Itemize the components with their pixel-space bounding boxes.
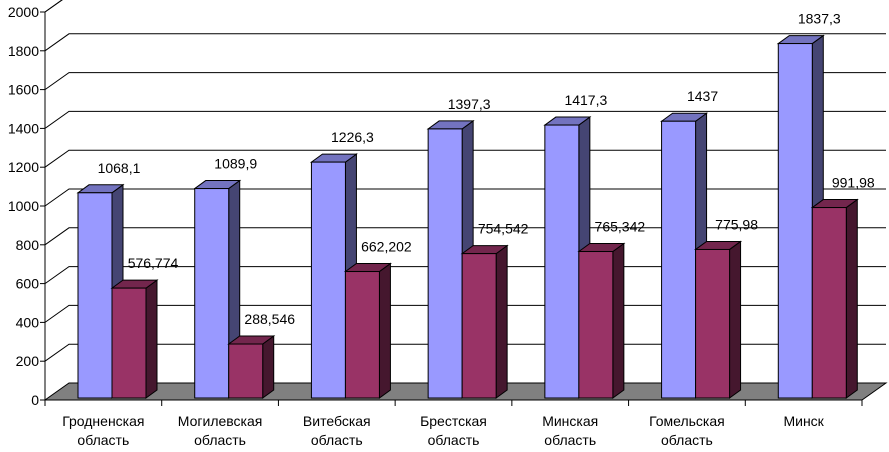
- bar-side: [145, 279, 158, 399]
- y-axis-ticks: 0 200 400 600 800 1000 1200 1400 1600 1800 2000: [8, 4, 45, 408]
- data-labels: 1068,1 576,774 1089,9 288,546 1226,3 662,202 1…: [98, 11, 875, 327]
- bar-side: [612, 242, 625, 399]
- y-tick-label: 200: [16, 353, 40, 369]
- data-label: 576,774: [128, 255, 179, 271]
- data-label: 1226,3: [331, 129, 374, 145]
- category-label: Витебская область: [303, 413, 371, 448]
- bar: [77, 192, 113, 399]
- data-label: 1397,3: [448, 96, 491, 112]
- bar: [228, 343, 264, 399]
- data-label: 1417,3: [564, 92, 607, 108]
- bar: [544, 124, 580, 399]
- category-label-line: область: [544, 432, 596, 448]
- y-tick-label: 1400: [8, 120, 39, 136]
- category-label: Гомельская область: [649, 413, 725, 448]
- data-label: 775,98: [715, 216, 758, 232]
- bar: [695, 248, 731, 399]
- category-label: Минская область: [542, 413, 598, 448]
- category-label-line: Гродненская: [62, 413, 144, 429]
- data-label: 754,542: [478, 221, 529, 237]
- gridline: [44, 0, 63, 13]
- category-label-line: область: [661, 432, 713, 448]
- data-label: 288,546: [244, 311, 295, 327]
- category-label-line: Брестская: [420, 413, 487, 429]
- category-label-line: Гомельская: [649, 413, 725, 429]
- category-label-line: Минск: [783, 413, 824, 429]
- bar: [111, 287, 147, 399]
- data-label: 1068,1: [98, 160, 141, 176]
- gridline: [44, 227, 886, 246]
- bar-side: [262, 335, 275, 399]
- bar: [461, 253, 497, 399]
- y-tick-label: 1800: [8, 43, 39, 59]
- y-tick-label: 1600: [8, 82, 39, 98]
- gridline: [44, 149, 886, 168]
- category-label-line: область: [428, 432, 480, 448]
- gridline: [44, 188, 886, 207]
- data-label: 662,202: [361, 239, 412, 255]
- bar: [578, 251, 614, 399]
- category-label-line: область: [194, 432, 246, 448]
- bar-side: [729, 240, 742, 399]
- bar-side: [495, 244, 508, 399]
- bar: [811, 207, 847, 399]
- bar-side: [845, 198, 858, 399]
- category-label: Минск: [783, 413, 824, 429]
- bar: [661, 120, 697, 399]
- bar: [310, 161, 346, 399]
- gridline: [44, 33, 886, 52]
- y-tick-label: 2000: [8, 4, 39, 20]
- y-tick-label: 1200: [8, 159, 39, 175]
- category-label-line: Могилевская: [178, 413, 263, 429]
- bar: [344, 271, 380, 399]
- data-label: 1089,9: [214, 156, 257, 172]
- y-tick-label: 600: [16, 276, 40, 292]
- gridline: [44, 110, 886, 129]
- bar: [427, 128, 463, 399]
- y-tick-label: 800: [16, 237, 40, 253]
- data-label: 1837,3: [798, 11, 841, 27]
- bars: [76, 34, 859, 399]
- category-label-line: Витебская: [303, 413, 371, 429]
- data-label: 991,98: [832, 175, 875, 191]
- data-label: 765,342: [595, 219, 646, 235]
- data-label: 1437: [687, 88, 718, 104]
- wall-top-edge: [44, 0, 63, 13]
- category-label: Гродненская область: [62, 413, 144, 448]
- y-tick-label: 400: [16, 314, 40, 330]
- gridline: [44, 72, 886, 91]
- category-label-line: Минская: [542, 413, 598, 429]
- gridlines: [44, 0, 886, 362]
- category-label-line: область: [311, 432, 363, 448]
- bar: [777, 43, 813, 399]
- category-label: Брестская область: [420, 413, 487, 448]
- category-label-line: область: [77, 432, 129, 448]
- y-tick-label: 1000: [8, 198, 39, 214]
- bar: [194, 188, 230, 399]
- category-label: Могилевская область: [178, 413, 263, 448]
- y-tick-label: 0: [31, 392, 39, 408]
- bar-side: [378, 262, 391, 399]
